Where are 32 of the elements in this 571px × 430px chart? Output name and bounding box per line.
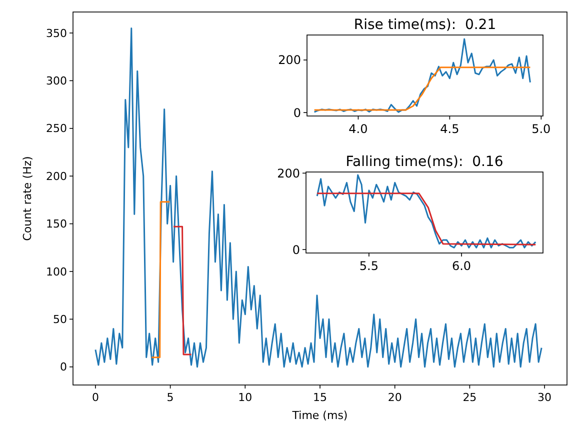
- y-tick-label: 0: [60, 360, 67, 374]
- x-tick-label: 25: [462, 391, 477, 404]
- line-series: [316, 192, 536, 246]
- y-tick-label: 250: [46, 122, 67, 136]
- y-tick-label: 200: [277, 166, 300, 180]
- x-tick-label: 5.5: [359, 259, 378, 273]
- y-tick-label: 150: [46, 218, 67, 231]
- y-axis-title: Count rate (Hz): [21, 156, 34, 241]
- y-tick-label: 0: [292, 242, 300, 257]
- x-tick-label: 10: [238, 391, 252, 404]
- chart-title: Rise time(ms): 0.21: [354, 17, 496, 33]
- line-series: [314, 38, 531, 113]
- x-tick-label: 4.0: [348, 122, 368, 136]
- x-tick-label: 0: [92, 391, 99, 404]
- x-axis-title: Time (ms): [291, 409, 348, 422]
- line-series: [316, 174, 536, 248]
- x-tick-label: 20: [388, 391, 402, 404]
- y-tick-label: 200: [278, 53, 301, 68]
- y-tick-label: 350: [46, 26, 67, 40]
- x-tick-label: 5.0: [532, 122, 551, 136]
- y-tick-label: 0: [293, 106, 301, 120]
- y-tick-label: 200: [46, 170, 67, 183]
- y-tick-label: 100: [46, 265, 67, 278]
- x-tick-label: 5: [166, 391, 174, 404]
- x-tick-label: 4.5: [440, 122, 460, 136]
- x-tick-label: 30: [538, 391, 552, 404]
- chart-title: Falling time(ms): 0.16: [346, 154, 504, 170]
- x-tick-label: 15: [313, 391, 327, 404]
- x-tick-label: 6.0: [452, 259, 472, 273]
- y-tick-label: 300: [46, 74, 67, 88]
- line-series: [314, 66, 531, 111]
- y-tick-label: 50: [53, 313, 67, 326]
